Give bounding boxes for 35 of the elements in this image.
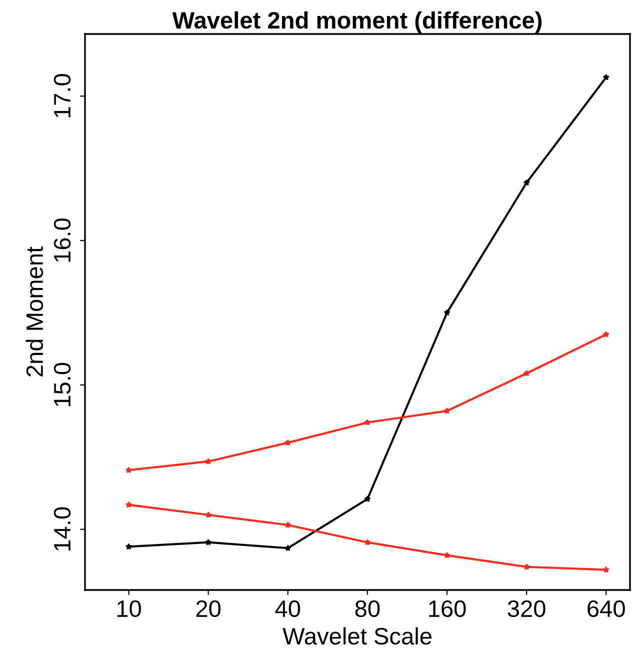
point [602, 566, 610, 573]
y-tick-label: 16.0 [54, 218, 71, 262]
point [602, 74, 610, 80]
x-tick-label: 320 [508, 600, 546, 618]
x-tick-label: 640 [588, 600, 625, 618]
x-tick-label: 40 [275, 600, 300, 618]
point [364, 538, 371, 546]
y-axis-title: 2nd Moment [26, 246, 44, 376]
point [284, 522, 292, 528]
point [284, 544, 292, 552]
point [125, 543, 132, 550]
point [444, 407, 450, 414]
point [523, 563, 530, 570]
x-tick-label: 20 [196, 600, 221, 618]
point [364, 496, 371, 502]
point [284, 439, 292, 446]
point [523, 370, 530, 376]
point [204, 511, 212, 518]
x-tick-label: 160 [429, 600, 466, 618]
x-tick-label: 10 [117, 600, 141, 618]
y-tick-label: 14.0 [54, 507, 71, 551]
point [602, 330, 610, 338]
chart-title: Wavelet 2nd moment (difference) [172, 11, 542, 34]
point [444, 552, 450, 558]
x-tick-label: 80 [355, 600, 380, 618]
point [125, 466, 132, 474]
point [523, 179, 530, 186]
x-axis-title: Wavelet Scale [282, 627, 432, 645]
point [444, 309, 450, 316]
point [204, 458, 212, 464]
point [125, 501, 132, 508]
y-tick-label: 15.0 [54, 362, 71, 406]
y-tick-label: 17.0 [54, 74, 71, 118]
point [204, 538, 212, 546]
point [364, 419, 371, 426]
